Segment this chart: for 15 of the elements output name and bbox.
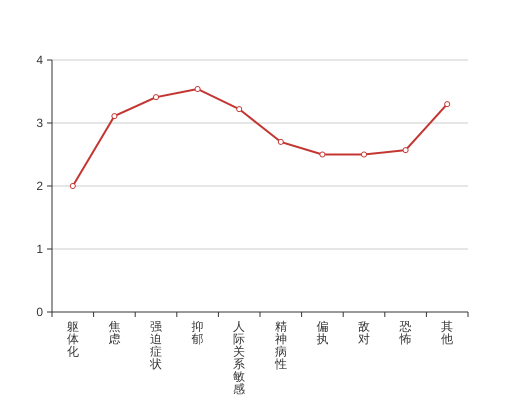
x-tick-label: 焦虑 <box>108 320 120 346</box>
y-tick-label: 1 <box>36 242 43 256</box>
x-tick-label: 其他 <box>441 320 454 346</box>
y-tick-label: 4 <box>36 53 43 67</box>
x-tick-label: 精神病性 <box>274 320 287 372</box>
x-tick-label: 敌对 <box>358 320 370 346</box>
y-tick-label: 2 <box>36 179 43 193</box>
y-tick-label: 3 <box>36 116 43 130</box>
x-tick-label: 抑郁 <box>192 320 204 346</box>
x-tick-label: 偏执 <box>316 320 328 346</box>
x-tick-label: 恐怖 <box>400 320 412 346</box>
x-tick-label: 躯体化 <box>66 320 79 359</box>
y-tick-label: 0 <box>36 305 43 319</box>
x-tick-label: 强迫症状 <box>150 320 162 372</box>
x-tick-label: 人际关系敏感 <box>233 320 246 396</box>
